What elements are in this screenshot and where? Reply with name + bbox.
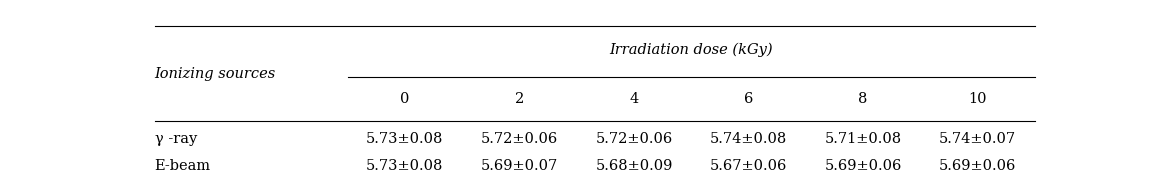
- Text: 5.72±0.06: 5.72±0.06: [596, 132, 673, 146]
- Text: Ionizing sources: Ionizing sources: [154, 67, 276, 81]
- Text: 5.68±0.09: 5.68±0.09: [596, 159, 673, 173]
- Text: 5.73±0.08: 5.73±0.08: [366, 159, 444, 173]
- Text: 5.73±0.08: 5.73±0.08: [366, 132, 444, 146]
- Text: 5.69±0.07: 5.69±0.07: [480, 159, 558, 173]
- Text: 10: 10: [969, 92, 987, 106]
- Text: 0: 0: [400, 92, 409, 106]
- Text: 5.72±0.06: 5.72±0.06: [480, 132, 558, 146]
- Text: 5.74±0.08: 5.74±0.08: [710, 132, 787, 146]
- Text: 5.71±0.08: 5.71±0.08: [825, 132, 902, 146]
- Text: Irradiation dose (kGy): Irradiation dose (kGy): [609, 43, 773, 57]
- Text: 6: 6: [744, 92, 753, 106]
- Text: γ -ray: γ -ray: [154, 132, 197, 146]
- Text: 5.74±0.07: 5.74±0.07: [939, 132, 1016, 146]
- Text: E-beam: E-beam: [154, 159, 211, 173]
- Text: 5.69±0.06: 5.69±0.06: [939, 159, 1016, 173]
- Text: 5.67±0.06: 5.67±0.06: [710, 159, 787, 173]
- Text: 2: 2: [515, 92, 524, 106]
- Text: 5.69±0.06: 5.69±0.06: [825, 159, 902, 173]
- Text: 8: 8: [858, 92, 867, 106]
- Text: 4: 4: [629, 92, 638, 106]
